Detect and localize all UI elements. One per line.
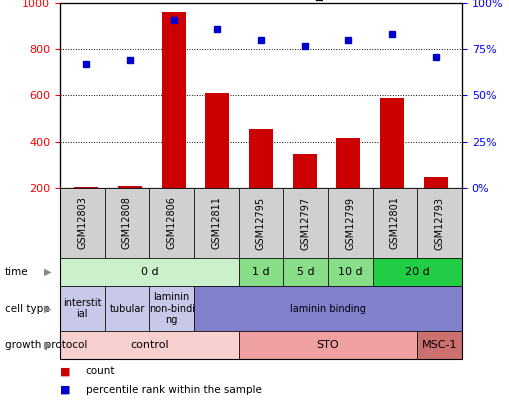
Text: 0 d: 0 d — [140, 267, 158, 277]
Text: growth protocol: growth protocol — [5, 340, 88, 350]
Text: count: count — [86, 366, 115, 376]
Bar — [423, 177, 447, 188]
Text: tubular: tubular — [109, 303, 145, 313]
Text: 10 d: 10 d — [337, 267, 362, 277]
Text: percentile rank within the sample: percentile rank within the sample — [86, 385, 261, 395]
Text: control: control — [130, 340, 168, 350]
Text: ▶: ▶ — [43, 267, 51, 277]
Bar — [161, 12, 185, 188]
Text: GSM12806: GSM12806 — [166, 196, 176, 249]
Text: 5 d: 5 d — [296, 267, 314, 277]
Text: GSM12808: GSM12808 — [122, 196, 132, 249]
Text: ■: ■ — [60, 366, 70, 376]
Text: time: time — [5, 267, 29, 277]
Text: GSM12793: GSM12793 — [434, 196, 444, 249]
Text: laminin
non-bindi
ng: laminin non-bindi ng — [149, 292, 194, 325]
Text: GSM12803: GSM12803 — [77, 196, 87, 249]
Text: 20 d: 20 d — [404, 267, 429, 277]
Text: MSC-1: MSC-1 — [421, 340, 457, 350]
Text: cell type: cell type — [5, 303, 50, 313]
Bar — [336, 138, 360, 188]
Text: ▶: ▶ — [43, 303, 51, 313]
Bar — [379, 98, 403, 188]
Bar — [205, 93, 229, 188]
Text: GSM12795: GSM12795 — [256, 196, 266, 249]
Text: ▶: ▶ — [43, 340, 51, 350]
Text: ■: ■ — [60, 385, 70, 395]
Text: laminin binding: laminin binding — [290, 303, 365, 313]
Bar — [292, 154, 316, 188]
Text: STO: STO — [316, 340, 338, 350]
Text: GSM12811: GSM12811 — [211, 196, 221, 249]
Text: GSM12797: GSM12797 — [300, 196, 310, 249]
Text: interstit
ial: interstit ial — [63, 298, 101, 319]
Text: 1 d: 1 d — [251, 267, 269, 277]
Bar — [118, 186, 142, 188]
Text: GSM12801: GSM12801 — [389, 196, 399, 249]
Bar — [248, 129, 272, 188]
Bar — [74, 187, 98, 188]
Text: GSM12799: GSM12799 — [345, 196, 355, 249]
